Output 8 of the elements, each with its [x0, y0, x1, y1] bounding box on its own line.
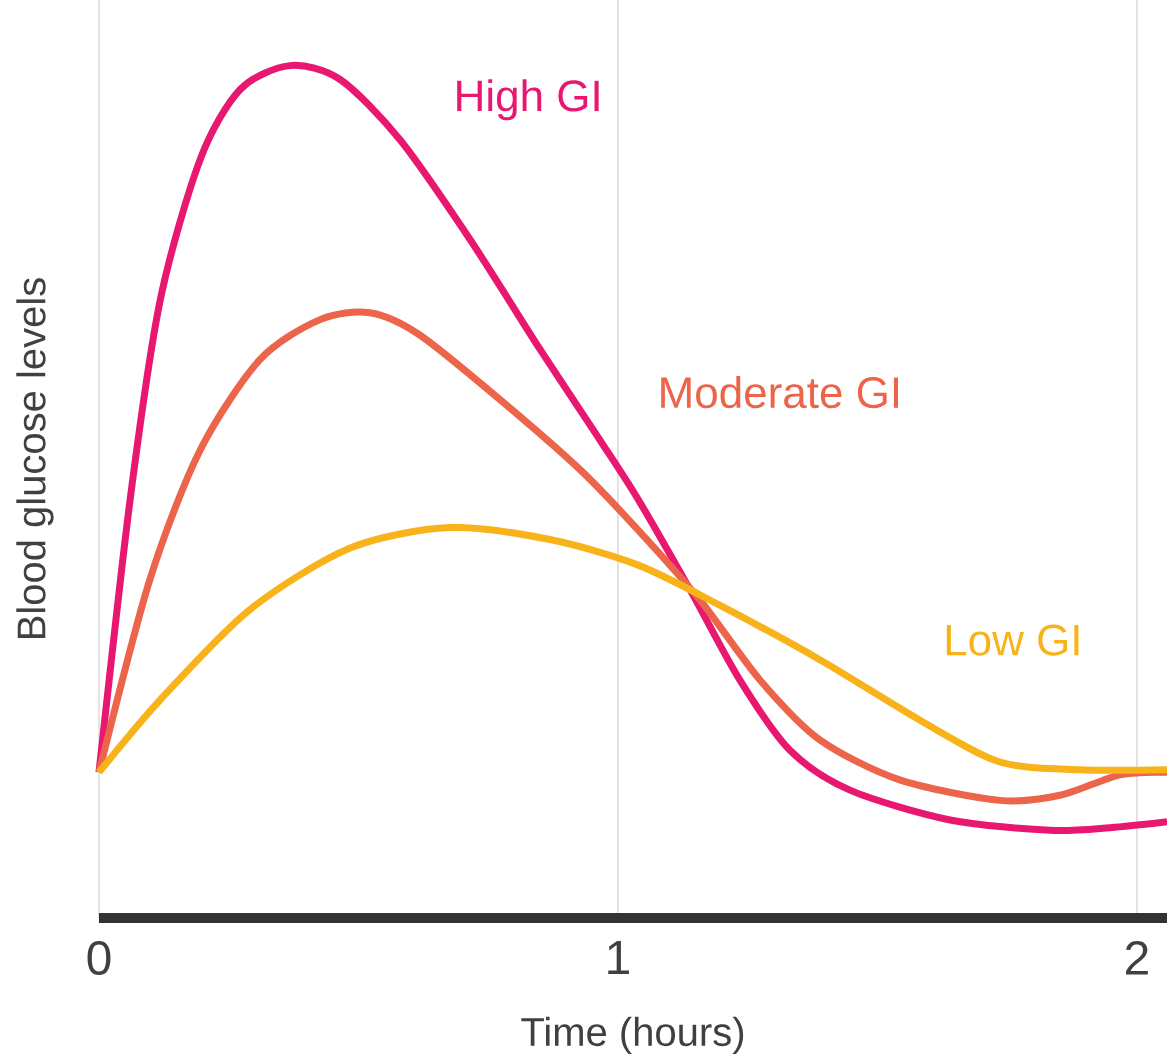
x-tick-label: 0 — [87, 941, 111, 976]
y-axis-title: Blood glucose levels — [16, 278, 54, 639]
x-axis-title: Time (hours) — [521, 1016, 744, 1055]
text: Moderate GI — [661, 375, 899, 409]
x-tick-label: 1 — [608, 941, 629, 975]
series-label: High GI — [457, 79, 599, 121]
series-label: Low GI — [946, 624, 1079, 656]
x-tick-label: 2 — [1125, 941, 1148, 975]
